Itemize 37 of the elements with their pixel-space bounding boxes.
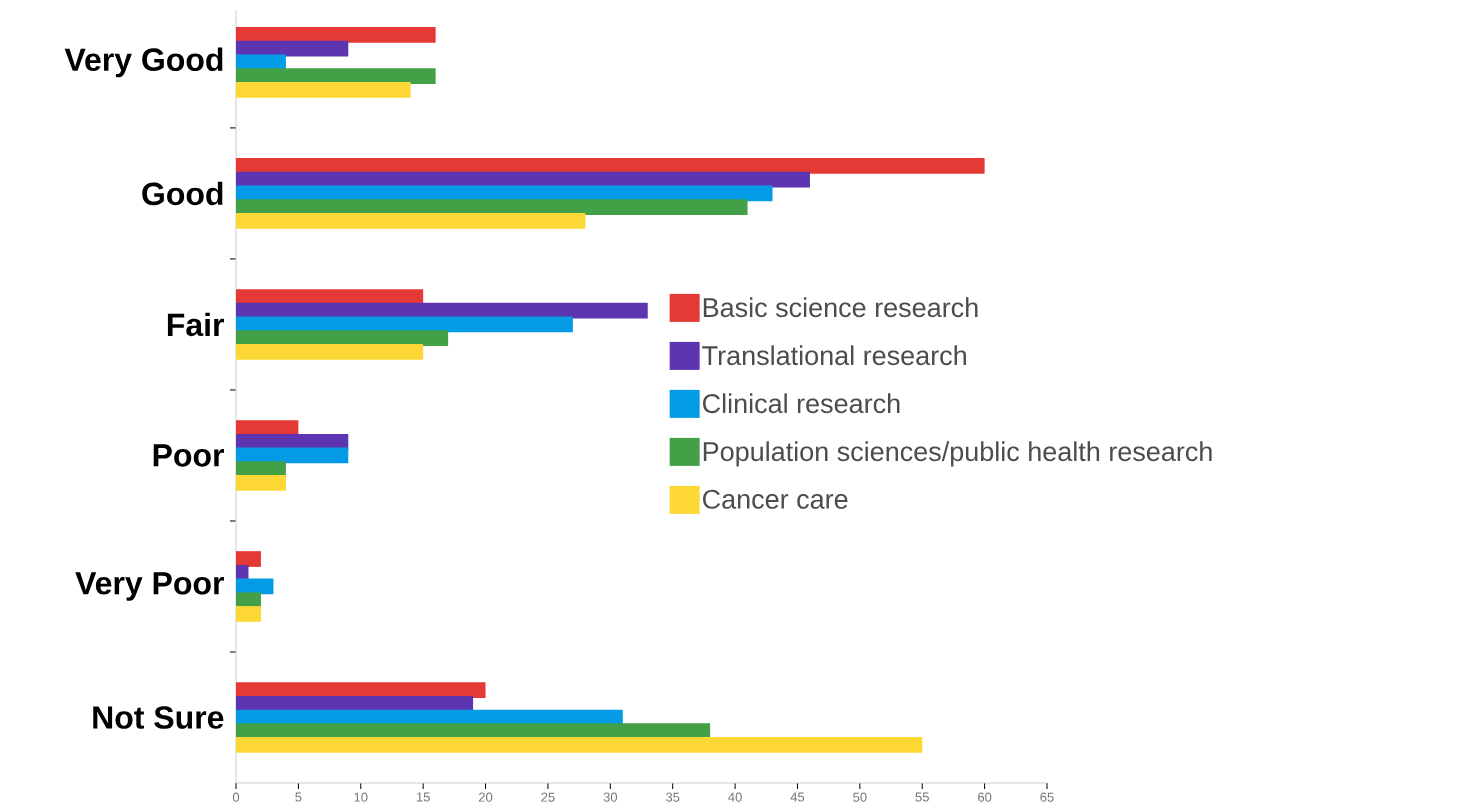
x-tick-label: 0: [232, 792, 240, 802]
x-tick-label: 40: [728, 792, 742, 802]
bar: [236, 82, 411, 98]
y-tick-label: Good: [142, 181, 223, 206]
bar: [236, 606, 261, 622]
bar: [236, 344, 424, 360]
x-tick-label: 15: [416, 792, 430, 802]
legend-label: Basic science research: [703, 297, 978, 318]
x-tick-label: 35: [665, 792, 680, 802]
bar: [236, 737, 923, 753]
x-tick-label: 60: [978, 792, 992, 802]
bar: [236, 27, 436, 43]
bar: [236, 447, 349, 464]
x-tick-label: 45: [790, 792, 805, 802]
bar: [236, 551, 261, 567]
bar: [236, 199, 748, 216]
x-tick-label: 20: [478, 792, 493, 802]
legend-label: Population sciences/public health research: [703, 441, 1212, 467]
y-tick-label: Very Good: [64, 47, 223, 78]
x-tick-label: 25: [541, 792, 555, 802]
legend-label: Translational research: [702, 345, 966, 366]
y-tick-label: Fair: [167, 312, 224, 337]
y-tick-label: Very Poor: [75, 572, 224, 601]
legend-label: Cancer care: [703, 489, 848, 509]
x-tick-label: 65: [1040, 792, 1054, 802]
bar: [236, 158, 985, 174]
bar: [236, 213, 586, 229]
x-tick-label: 50: [853, 792, 867, 802]
bar: [236, 475, 286, 491]
legend-label: Clinical research: [703, 393, 900, 414]
x-tick-label: 55: [915, 792, 929, 802]
y-tick-label: Not Sure: [93, 706, 224, 729]
bar: [236, 40, 349, 57]
x-tick-label: 10: [354, 792, 368, 802]
x-tick-label: 5: [295, 792, 302, 802]
y-tick-label: Poor: [153, 444, 225, 467]
x-tick-label: 30: [603, 792, 618, 802]
